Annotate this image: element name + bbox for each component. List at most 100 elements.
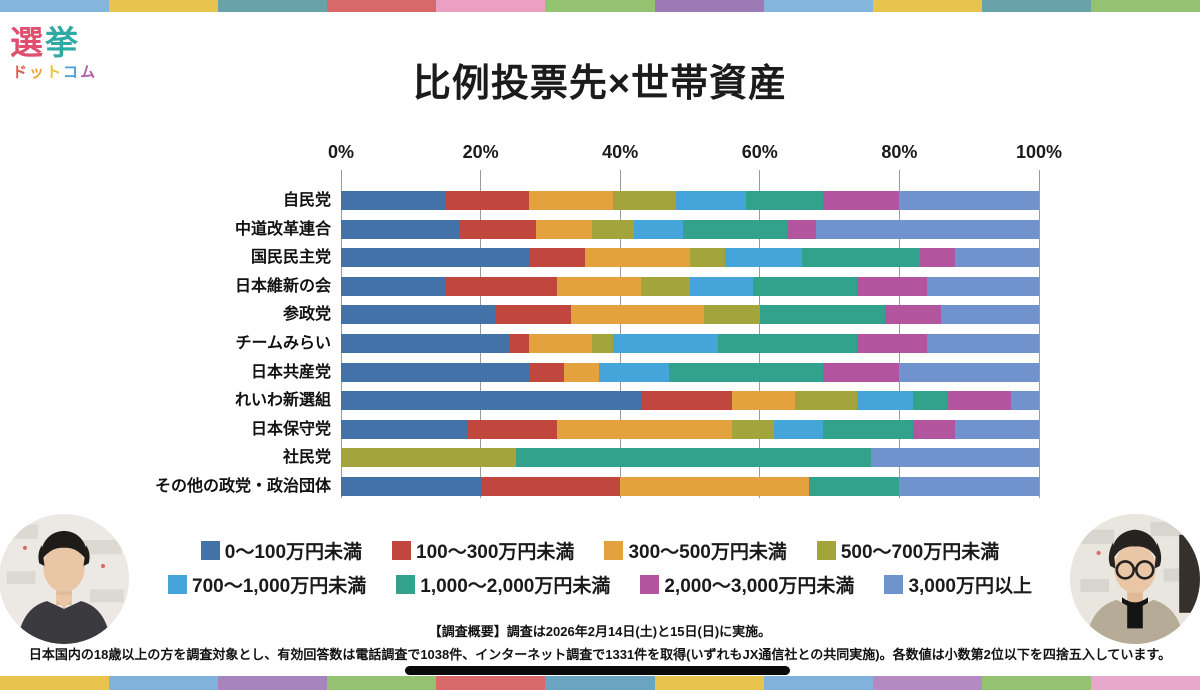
presenter-left-webcam [0, 514, 129, 644]
bar-segment [613, 191, 676, 210]
bar-row [341, 477, 1039, 496]
bar-segment [459, 219, 537, 239]
bar-segment [920, 248, 956, 268]
bar-segment [822, 362, 900, 382]
bar-segment [955, 248, 1039, 268]
legend-item: 300〜500万円未満 [604, 537, 787, 564]
presenter-left-avatar [0, 514, 129, 644]
category-label: 社民党 [282, 449, 331, 467]
bar-segment [857, 276, 928, 296]
logo-main-text: 選挙 [10, 26, 97, 59]
logo-char: 挙 [45, 24, 80, 61]
bar-segment [745, 191, 823, 210]
bar-segment [599, 362, 670, 382]
category-label: れいわ新選組 [234, 392, 331, 410]
bar-segment [773, 419, 823, 439]
logo-char: ト [46, 64, 64, 81]
category-label: 日本維新の会 [234, 277, 331, 295]
bar-segment [724, 248, 802, 268]
border-tile [545, 0, 655, 12]
presenter-right-webcam [1070, 514, 1200, 644]
border-tile [218, 0, 328, 12]
legend-label: 500〜700万円未満 [840, 542, 1000, 563]
video-scrub-bar[interactable] [405, 666, 790, 675]
legend-label: 0〜100万円未満 [224, 542, 363, 563]
bar-segment [613, 334, 718, 353]
bar-segment [445, 191, 530, 210]
bar-segment [857, 391, 914, 411]
border-tile [545, 676, 655, 690]
border-tile [327, 676, 437, 690]
bar-segment [341, 276, 446, 296]
legend-label: 100〜300万円未満 [416, 542, 575, 563]
chart-legend: 0〜100万円未満 100〜300万円未満 300〜500万円未満 500〜700万円… [0, 537, 1200, 605]
category-label: 中道改革連合 [234, 220, 331, 238]
axis-tick-label: 0% [327, 142, 355, 162]
bar-segment [689, 276, 753, 296]
category-label: その他の政党・政治団体 [154, 478, 331, 495]
bar-segment [731, 391, 795, 411]
bar-row [341, 362, 1039, 382]
legend-item: 500〜700万円未満 [816, 537, 1000, 564]
legend-item: 0〜100万円未満 [200, 537, 363, 564]
bar-row [341, 191, 1039, 210]
bar-segment [466, 419, 558, 439]
chart-title: 比例投票先×世帯資産 [412, 63, 788, 105]
bar-segment [341, 477, 481, 496]
bar-segment [508, 334, 530, 353]
legend-color-chip [392, 541, 412, 560]
bar-row [341, 419, 1039, 439]
border-tile [327, 0, 437, 12]
bar-segment [731, 419, 774, 439]
bar-segment [536, 219, 593, 239]
logo-char: コ [63, 64, 81, 81]
bar-segment [341, 248, 530, 268]
border-tile [0, 0, 110, 12]
category-label: 自民党 [282, 192, 331, 209]
bar-row [341, 448, 1039, 468]
legend-color-chip [604, 541, 624, 560]
border-tile [1090, 676, 1200, 690]
bar-segment [899, 191, 1039, 210]
border-tile [872, 0, 982, 12]
bar-segment [927, 276, 1039, 296]
border-tile [436, 676, 546, 690]
legend-label: 700〜1,000万円未満 [192, 576, 367, 597]
legend-color-chip [884, 575, 904, 594]
border-tile [109, 0, 219, 12]
bar-segment [955, 419, 1039, 439]
bar-segment [703, 305, 760, 325]
border-tile [872, 676, 982, 690]
bar-segment [341, 191, 446, 210]
bar-row [341, 248, 1039, 268]
bar-segment [822, 191, 900, 210]
axis-tick-label: 40% [602, 142, 639, 162]
category-label: 国民民主党 [250, 249, 331, 267]
bar-segment [899, 477, 1039, 496]
logo-char: ム [80, 64, 98, 81]
bar-segment [557, 276, 642, 296]
border-tile [981, 676, 1091, 690]
bar-segment [913, 391, 949, 411]
bar-segment [641, 391, 732, 411]
legend-color-chip [816, 541, 836, 560]
border-tile [654, 676, 764, 690]
survey-note-line1: 【調査概要】調査は2026年2月14日(土)と15日(日)に実施。 [428, 624, 772, 639]
bar-segment [927, 334, 1039, 353]
bar-segment [494, 305, 572, 325]
axis-tick-label: 20% [462, 142, 499, 162]
bar-segment [529, 191, 614, 210]
border-tile [0, 676, 110, 690]
bar-segment [341, 419, 467, 439]
bar-segment [1011, 391, 1039, 411]
logo-char: ド [12, 64, 30, 81]
bar-segment [682, 219, 788, 239]
category-labels: 自民党 中道改革連合 国民民主党 日本維新の会 参政党 チームみらい 日本共産党 れいわ新選組… [0, 170, 331, 498]
legend-item: 3,000万円以上 [884, 571, 1032, 598]
stacked-bar-plot [340, 170, 1040, 498]
logo-char: 選 [10, 24, 45, 61]
bar-row [341, 276, 1039, 296]
bar-segment [571, 305, 704, 325]
bar-segment [913, 419, 956, 439]
axis-tick-label: 80% [881, 142, 918, 162]
